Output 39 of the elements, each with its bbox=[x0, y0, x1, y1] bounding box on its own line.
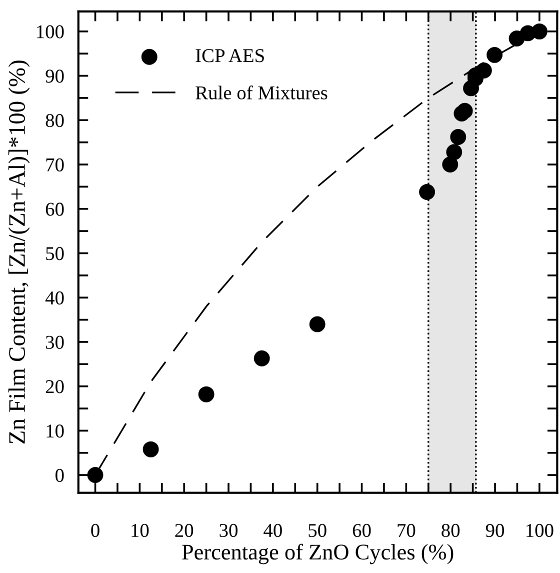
x-tick-label: 50 bbox=[308, 524, 326, 538]
x-tick-label: 90 bbox=[486, 524, 504, 538]
point bbox=[87, 467, 104, 484]
point bbox=[456, 102, 473, 119]
x-tick-label: 0 bbox=[91, 524, 100, 538]
point bbox=[142, 441, 159, 458]
y-tick-label: 50 bbox=[46, 247, 64, 260]
point bbox=[198, 386, 214, 402]
point bbox=[531, 23, 548, 40]
legend-label: ICP AES bbox=[196, 49, 264, 62]
x-tick-label: 20 bbox=[175, 524, 194, 538]
x-tick-label: 30 bbox=[220, 524, 238, 538]
y-tick-label: 30 bbox=[46, 336, 64, 349]
y-tick-label: 100 bbox=[37, 25, 64, 38]
y-tick-label: 40 bbox=[45, 291, 64, 305]
point bbox=[419, 184, 436, 200]
x-tick-label: 80 bbox=[442, 524, 460, 538]
x-tick-label: 10 bbox=[132, 524, 149, 538]
point bbox=[450, 129, 466, 145]
y-tick-label: 60 bbox=[46, 202, 64, 216]
y-tick-label: 70 bbox=[46, 158, 64, 172]
point bbox=[309, 316, 326, 332]
y-axis-title: Zn Film Content, [Zn/(Zn+Al)]*100 (%) bbox=[8, 60, 30, 444]
point bbox=[446, 144, 462, 160]
x-tick-label: 100 bbox=[526, 524, 554, 538]
y-tick-label: 10 bbox=[46, 424, 64, 438]
point bbox=[442, 156, 458, 172]
y-tick-label: 90 bbox=[46, 70, 64, 83]
legend-label: Rule of Mixtures bbox=[196, 86, 328, 100]
x-tick-label: 40 bbox=[264, 524, 282, 538]
x-axis-title: Percentage of ZnO Cycles (%) bbox=[182, 544, 454, 564]
y-tick-label: 80 bbox=[46, 114, 64, 128]
x-tick-label: 70 bbox=[398, 524, 416, 538]
point bbox=[486, 46, 503, 63]
x-tick-label: 60 bbox=[352, 524, 371, 538]
y-tick-label: 20 bbox=[46, 380, 64, 394]
y-tick-label: 0 bbox=[56, 468, 64, 482]
point bbox=[254, 350, 270, 366]
point bbox=[476, 62, 492, 78]
